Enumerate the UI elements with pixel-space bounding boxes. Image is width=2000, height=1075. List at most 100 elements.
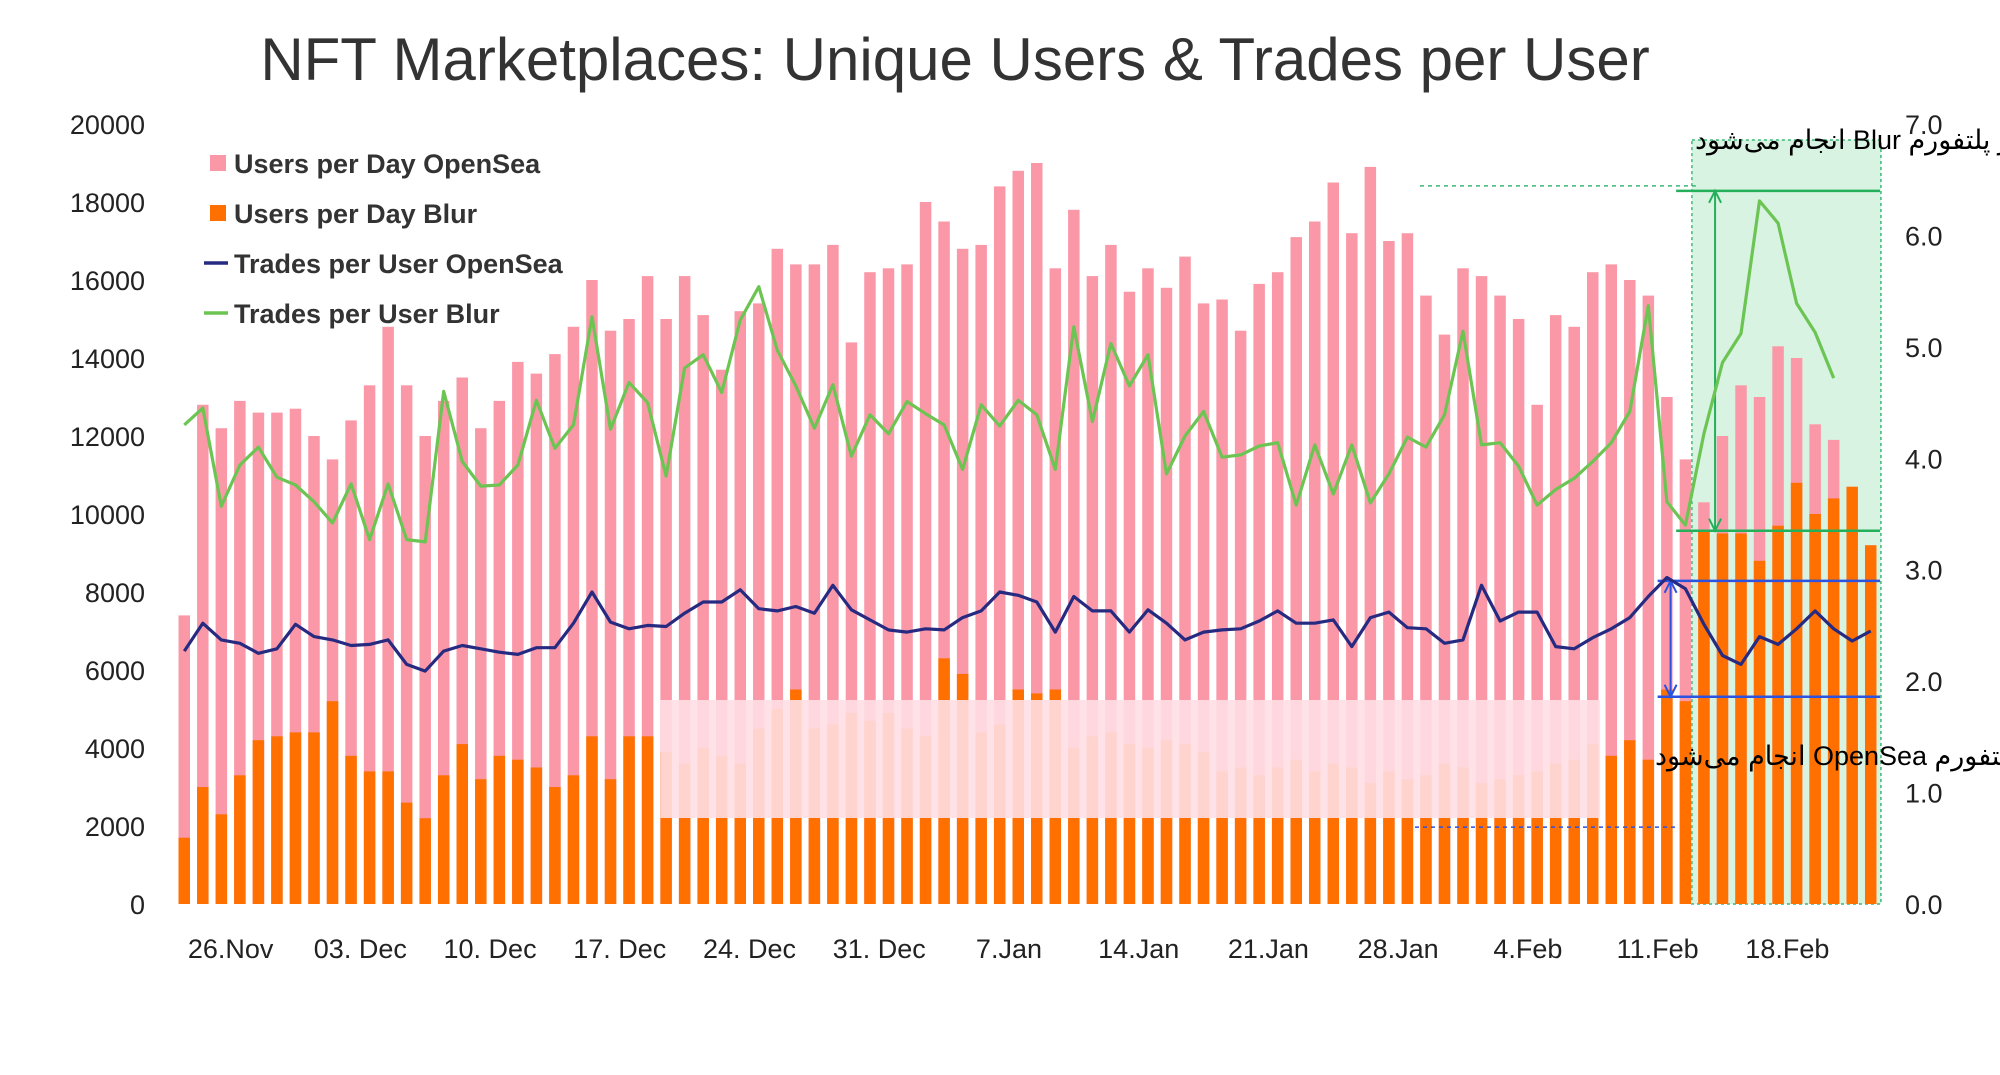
x-tick-label: 31. Dec	[833, 934, 926, 964]
bar-blur	[1624, 740, 1636, 904]
bar-opensea	[1642, 295, 1655, 905]
bar-opensea	[956, 248, 969, 905]
legend-swatch	[210, 205, 226, 221]
bar-opensea	[1364, 166, 1377, 904]
bar-opensea	[734, 311, 746, 904]
y-left-tick-label: 14000	[70, 344, 145, 374]
legend-label: Users per Day OpenSea	[234, 149, 541, 179]
bar-opensea	[1457, 268, 1469, 904]
bar-blur	[1234, 767, 1247, 904]
bar-blur	[1086, 736, 1099, 904]
bar-blur	[475, 779, 487, 904]
bar-opensea	[697, 315, 709, 905]
bar-opensea	[1290, 237, 1302, 905]
x-tick-label: 7.Jan	[976, 934, 1042, 964]
bar-blur	[678, 763, 691, 904]
legend-swatch	[210, 155, 226, 171]
x-tick-label: 28.Jan	[1358, 934, 1439, 964]
bar-blur	[1327, 763, 1340, 904]
bar-opensea	[1383, 241, 1395, 904]
bar-blur	[530, 767, 543, 904]
bar-opensea	[623, 319, 635, 904]
bar-blur	[623, 736, 635, 904]
y-left-tick-label: 2000	[85, 812, 145, 842]
bar-opensea	[271, 412, 283, 904]
bar-blur	[178, 837, 191, 904]
bar-blur	[1568, 759, 1580, 904]
bar-blur	[1642, 759, 1655, 904]
bar-opensea	[1068, 209, 1080, 905]
legend-label: Trades per User OpenSea	[234, 249, 564, 279]
bar-blur	[252, 740, 265, 904]
bar-blur	[1364, 783, 1377, 904]
y-left-tick-label: 0	[130, 890, 145, 920]
bar-blur	[1735, 533, 1747, 904]
x-tick-label: 03. Dec	[314, 934, 407, 964]
bar-blur	[1790, 482, 1803, 904]
bar-blur	[1679, 701, 1692, 904]
bar-opensea	[1086, 276, 1099, 905]
bar-opensea	[1494, 295, 1506, 905]
x-tick-label: 21.Jan	[1228, 934, 1309, 964]
bar-opensea	[1661, 397, 1673, 904]
bar-blur	[660, 751, 672, 904]
y-left-tick-label: 10000	[70, 500, 145, 530]
bar-blur	[1179, 744, 1191, 904]
bar-opensea	[308, 436, 320, 904]
bar-opensea	[215, 428, 228, 904]
bar-opensea	[715, 369, 728, 904]
bar-blur	[1160, 740, 1173, 904]
chart-title: NFT Marketplaces: Unique Users & Trades …	[260, 26, 1649, 93]
bar-opensea	[400, 385, 413, 904]
bar-opensea	[234, 400, 246, 904]
bar-blur	[1309, 771, 1321, 904]
opensea-range-arrow-tail	[1663, 684, 1678, 699]
bar-opensea	[1234, 330, 1247, 904]
bar-opensea	[1586, 272, 1599, 904]
bar-blur	[1438, 763, 1451, 904]
bar-opensea	[845, 342, 858, 904]
bar-blur	[456, 744, 469, 904]
bar-blur	[437, 775, 450, 904]
x-tick-label: 18.Feb	[1745, 934, 1829, 964]
bar-blur	[493, 755, 506, 904]
bar-opensea	[993, 186, 1006, 904]
bar-opensea	[827, 244, 839, 904]
bar-blur	[326, 701, 339, 904]
bar-opensea	[1624, 280, 1636, 904]
bar-opensea	[1309, 221, 1321, 904]
x-tick-label: 10. Dec	[444, 934, 537, 964]
bar-opensea	[1179, 256, 1191, 905]
blur-range-arrow-head	[1708, 188, 1722, 204]
y-left-tick-label: 16000	[70, 266, 145, 296]
bar-opensea	[345, 420, 357, 904]
bar-opensea	[604, 330, 617, 904]
bar-blur	[1401, 779, 1414, 904]
bar-opensea	[864, 272, 876, 904]
bar-blur	[1716, 533, 1729, 904]
bar-opensea	[326, 459, 339, 904]
bar-opensea	[1105, 244, 1117, 904]
bar-opensea	[771, 248, 784, 905]
y-right-tick-label: 1.0	[1905, 779, 1943, 809]
x-tick-label: 17. Dec	[573, 934, 666, 964]
bar-blur	[1809, 514, 1821, 904]
annotation-blur: روزانه به ازای هر کاربر بین 3 تا 6.5 معا…	[1695, 125, 2000, 156]
bar-opensea	[252, 412, 265, 904]
bar-blur	[604, 779, 617, 904]
bar-blur	[549, 787, 561, 904]
x-tick-label: 4.Feb	[1493, 934, 1562, 964]
bar-blur	[400, 802, 413, 904]
bar-blur	[1827, 498, 1840, 904]
bar-blur	[715, 755, 728, 904]
x-tick-label: 24. Dec	[703, 934, 796, 964]
bar-blur	[1197, 751, 1210, 904]
bar-opensea	[178, 615, 191, 904]
bar-blur	[1512, 775, 1525, 904]
bar-blur	[345, 755, 357, 904]
bar-blur	[1661, 689, 1673, 904]
y-right-tick-label: 2.0	[1905, 667, 1943, 697]
bar-opensea	[790, 264, 802, 904]
bar-blur	[1420, 775, 1432, 904]
